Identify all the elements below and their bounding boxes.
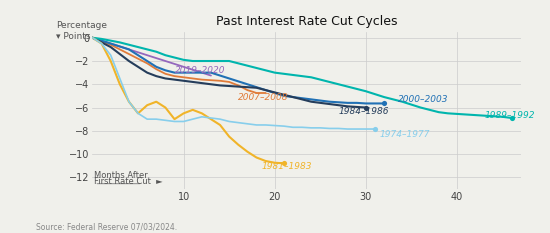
Text: 1984–1986: 1984–1986 [338,106,389,116]
Text: Percentage: Percentage [56,21,107,30]
Point [371,127,380,131]
Text: Months After: Months After [94,171,148,180]
Text: 1989–1992: 1989–1992 [485,111,535,120]
Text: First Rate Cut  ►: First Rate Cut ► [94,177,163,186]
Text: 2007–2008: 2007–2008 [238,93,289,102]
Text: 1981–1983: 1981–1983 [261,162,311,171]
Point [279,161,288,165]
Text: ▾ Points: ▾ Points [56,32,91,41]
Point [361,106,370,109]
Point [379,102,388,105]
Point [507,116,516,120]
Text: 2019–2020: 2019–2020 [174,66,225,75]
Title: Past Interest Rate Cut Cycles: Past Interest Rate Cut Cycles [216,15,398,28]
Text: Source: Federal Reserve 07/03/2024.: Source: Federal Reserve 07/03/2024. [36,223,177,232]
Text: 2000–2003: 2000–2003 [398,95,448,104]
Text: 1974–1977: 1974–1977 [379,130,430,139]
